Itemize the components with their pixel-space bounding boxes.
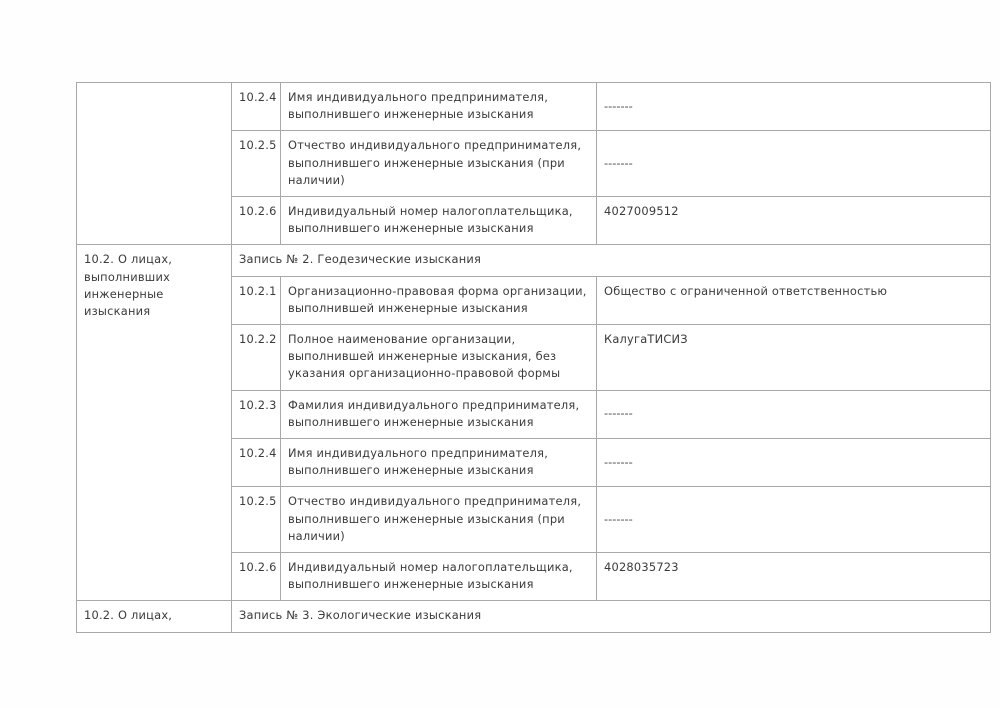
record-title: Запись № 2. Геодезические изыскания xyxy=(231,244,991,277)
section-label: 10.2. О лицах, xyxy=(76,600,232,633)
item-description: Полное наименование организации, выполни… xyxy=(280,324,597,391)
registry-table: 10.2.4 Имя индивидуального предпринимате… xyxy=(76,81,991,633)
item-value: ------- xyxy=(596,389,991,440)
table-row: 10.2.4 Имя индивидуального предпринимате… xyxy=(77,438,991,488)
section-label: 10.2. О лицах, выполнивших инженерные из… xyxy=(76,244,232,602)
item-code: 10.2.4 xyxy=(231,81,281,132)
item-code: 10.2.6 xyxy=(231,552,281,602)
item-code: 10.2.2 xyxy=(231,324,281,391)
record-header-row: 10.2. О лицах, Запись № 3. Экологические… xyxy=(76,600,991,633)
item-value: 4027009512 xyxy=(596,196,991,246)
item-description: Индивидуальный номер налогоплательщика, … xyxy=(280,552,597,602)
table-row: 10.2.4 Имя индивидуального предпринимате… xyxy=(76,81,991,246)
item-code: 10.2.5 xyxy=(231,130,281,198)
table-row: 10.2.1 Организационно-правовая форма орг… xyxy=(77,275,991,326)
item-code: 10.2.1 xyxy=(231,275,281,326)
item-description: Организационно-правовая форма организаци… xyxy=(280,275,597,326)
item-description: Фамилия индивидуального предпринимателя,… xyxy=(280,389,597,440)
table-row: 10.2.3 Фамилия индивидуального предприни… xyxy=(77,389,991,440)
item-code: 10.2.6 xyxy=(231,196,281,246)
item-value: ------- xyxy=(596,81,991,132)
item-value: ------- xyxy=(596,438,991,488)
table-row: 10.2.6 Индивидуальный номер налогоплател… xyxy=(77,196,991,246)
record-title: Запись № 3. Экологические изыскания xyxy=(231,600,991,633)
item-value: ------- xyxy=(596,130,991,198)
item-description: Имя индивидуального предпринимателя, вып… xyxy=(280,438,597,488)
table-row: 10.2.5 Отчество индивидуального предприн… xyxy=(77,130,991,198)
item-value: Общество с ограниченной ответственностью xyxy=(596,275,991,326)
item-description: Индивидуальный номер налогоплательщика, … xyxy=(280,196,597,246)
item-code: 10.2.4 xyxy=(231,438,281,488)
record-header-row: 10.2. О лицах, выполнивших инженерные из… xyxy=(76,244,991,602)
item-code: 10.2.3 xyxy=(231,389,281,440)
item-description: Отчество индивидуального предпринимателя… xyxy=(280,486,597,554)
item-value: 4028035723 xyxy=(596,552,991,602)
table-row: 10.2.6 Индивидуальный номер налогоплател… xyxy=(77,552,991,602)
item-value: ------- xyxy=(596,486,991,554)
item-description: Имя индивидуального предпринимателя, вып… xyxy=(280,81,597,132)
section-label-carryover xyxy=(76,81,232,246)
item-value: КалугаТИСИЗ xyxy=(596,324,991,391)
registry-table-body: 10.2.4 Имя индивидуального предпринимате… xyxy=(76,81,991,633)
table-row: 10.2.5 Отчество индивидуального предприн… xyxy=(77,486,991,554)
item-code: 10.2.5 xyxy=(231,486,281,554)
item-description: Отчество индивидуального предпринимателя… xyxy=(280,130,597,198)
